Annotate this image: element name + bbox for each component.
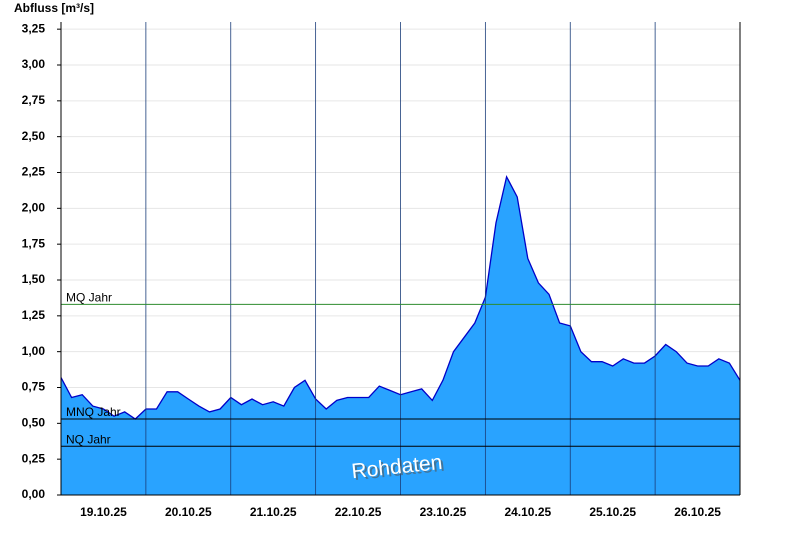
x-tick-label: 19.10.25 [80, 505, 127, 519]
reference-label: MNQ Jahr [66, 405, 121, 419]
x-tick-label: 26.10.25 [674, 505, 721, 519]
y-tick-label: 0,25 [22, 451, 46, 465]
x-tick-label: 24.10.25 [504, 505, 551, 519]
y-tick-label: 1,00 [22, 344, 46, 358]
x-tick-label: 20.10.25 [165, 505, 212, 519]
y-axis-label: Abfluss [m³/s] [14, 1, 94, 15]
y-tick-label: 2,75 [22, 93, 46, 107]
y-tick-label: 1,75 [22, 236, 46, 250]
y-tick-label: 2,50 [22, 129, 46, 143]
reference-label: NQ Jahr [66, 432, 111, 446]
y-tick-label: 1,25 [22, 308, 46, 322]
y-tick-label: 0,75 [22, 380, 46, 394]
reference-label: MQ Jahr [66, 291, 112, 305]
y-tick-label: 2,00 [22, 201, 46, 215]
y-tick-label: 0,50 [22, 416, 46, 430]
x-tick-label: 25.10.25 [589, 505, 636, 519]
y-tick-label: 0,00 [22, 487, 46, 501]
y-tick-label: 2,25 [22, 165, 46, 179]
y-tick-label: 1,50 [22, 272, 46, 286]
y-tick-label: 3,25 [22, 21, 46, 35]
x-tick-label: 23.10.25 [420, 505, 467, 519]
y-tick-label: 3,00 [22, 57, 46, 71]
x-tick-label: 22.10.25 [335, 505, 382, 519]
x-tick-label: 21.10.25 [250, 505, 297, 519]
